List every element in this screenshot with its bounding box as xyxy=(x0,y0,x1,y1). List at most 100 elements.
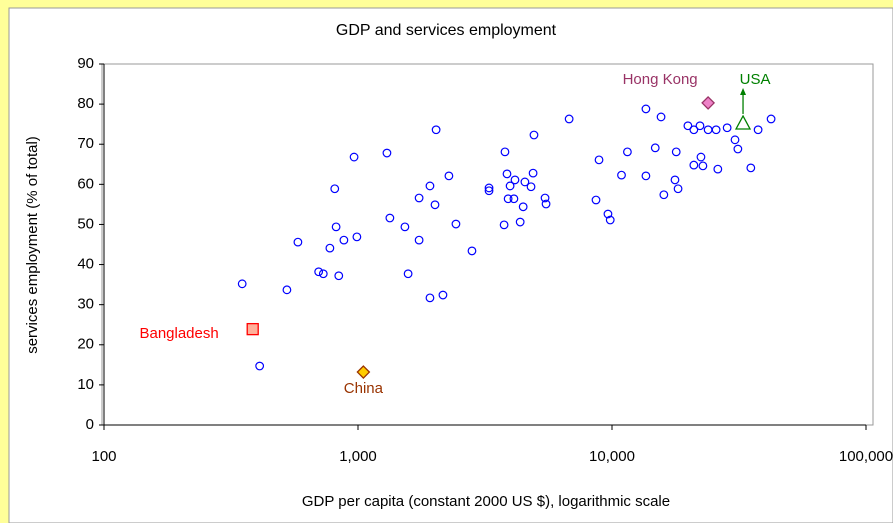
point xyxy=(467,246,477,256)
point xyxy=(444,171,454,181)
point xyxy=(385,213,395,223)
highlight-point xyxy=(701,95,716,110)
highlight-label: Hong Kong xyxy=(623,71,698,88)
point xyxy=(518,202,528,212)
highlight-label: China xyxy=(344,380,384,397)
point xyxy=(502,169,512,179)
point xyxy=(733,144,743,154)
point xyxy=(431,125,441,135)
x-tick-label: 10,000 xyxy=(589,448,635,465)
highlight-point xyxy=(734,114,752,130)
point xyxy=(484,186,494,196)
point xyxy=(753,125,763,135)
point xyxy=(237,279,247,289)
point xyxy=(617,170,626,180)
point xyxy=(603,209,613,219)
point xyxy=(659,190,669,200)
point xyxy=(314,267,324,277)
point xyxy=(695,121,705,131)
point xyxy=(515,217,525,227)
y-tick-label: 60 xyxy=(77,175,94,192)
point xyxy=(698,161,708,171)
y-axis-label: services employment (% of total) xyxy=(24,136,41,354)
point xyxy=(334,271,344,281)
point xyxy=(591,195,601,205)
point xyxy=(499,220,509,230)
x-tick-label: 100,000 xyxy=(839,448,893,465)
point xyxy=(425,293,435,303)
highlight-label: USA xyxy=(740,71,771,88)
y-tick-label: 30 xyxy=(77,296,94,313)
point xyxy=(540,193,550,203)
point xyxy=(331,222,341,232)
point xyxy=(746,163,756,173)
point xyxy=(594,155,604,165)
point xyxy=(414,235,424,245)
chart-title: GDP and services employment xyxy=(336,22,557,39)
point xyxy=(414,193,424,203)
point xyxy=(318,269,328,279)
point xyxy=(641,171,651,181)
point xyxy=(520,177,530,187)
arrowhead xyxy=(740,87,747,95)
point xyxy=(403,269,413,279)
point xyxy=(339,235,349,245)
point xyxy=(430,200,440,210)
point xyxy=(400,222,410,232)
point xyxy=(425,181,435,191)
point xyxy=(438,290,448,300)
point xyxy=(330,184,340,194)
y-tick-label: 70 xyxy=(77,135,94,152)
point xyxy=(325,243,335,253)
y-tick-label: 20 xyxy=(77,336,94,353)
point xyxy=(505,181,515,191)
point xyxy=(766,114,776,124)
point xyxy=(503,194,513,204)
y-tick-label: 0 xyxy=(86,416,94,433)
x-tick-label: 100 xyxy=(91,448,116,465)
point xyxy=(382,148,392,158)
plot-area xyxy=(101,63,874,426)
y-tick-label: 90 xyxy=(77,55,94,72)
point xyxy=(650,143,660,153)
point xyxy=(605,215,615,225)
point xyxy=(510,175,520,185)
point xyxy=(696,152,706,162)
point xyxy=(689,160,699,170)
y-tick-label: 10 xyxy=(77,376,94,393)
point xyxy=(255,361,265,371)
x-tick-label: 1,000 xyxy=(339,448,377,465)
x-axis-label: GDP per capita (constant 2000 US $), log… xyxy=(302,493,670,510)
point xyxy=(713,164,723,174)
highlight-point xyxy=(246,322,259,336)
point xyxy=(683,121,693,131)
point xyxy=(541,199,551,209)
point xyxy=(656,112,666,122)
point xyxy=(529,130,539,140)
point xyxy=(293,237,303,247)
point xyxy=(451,219,461,229)
point xyxy=(641,104,651,114)
y-tick-label: 80 xyxy=(77,95,94,112)
highlight-label: Bangladesh xyxy=(139,325,218,342)
highlight-point xyxy=(356,365,371,379)
point xyxy=(673,184,683,194)
point xyxy=(528,168,538,178)
point xyxy=(671,147,681,157)
point xyxy=(526,182,536,192)
point xyxy=(623,147,632,157)
point xyxy=(564,114,574,124)
point xyxy=(349,152,359,162)
point xyxy=(509,194,519,204)
y-tick-label: 50 xyxy=(77,215,94,232)
point xyxy=(282,285,292,295)
point xyxy=(730,135,740,145)
point xyxy=(711,125,721,135)
point xyxy=(722,123,732,133)
point xyxy=(670,175,680,185)
point xyxy=(352,232,362,242)
point xyxy=(689,125,699,135)
point xyxy=(484,183,494,193)
